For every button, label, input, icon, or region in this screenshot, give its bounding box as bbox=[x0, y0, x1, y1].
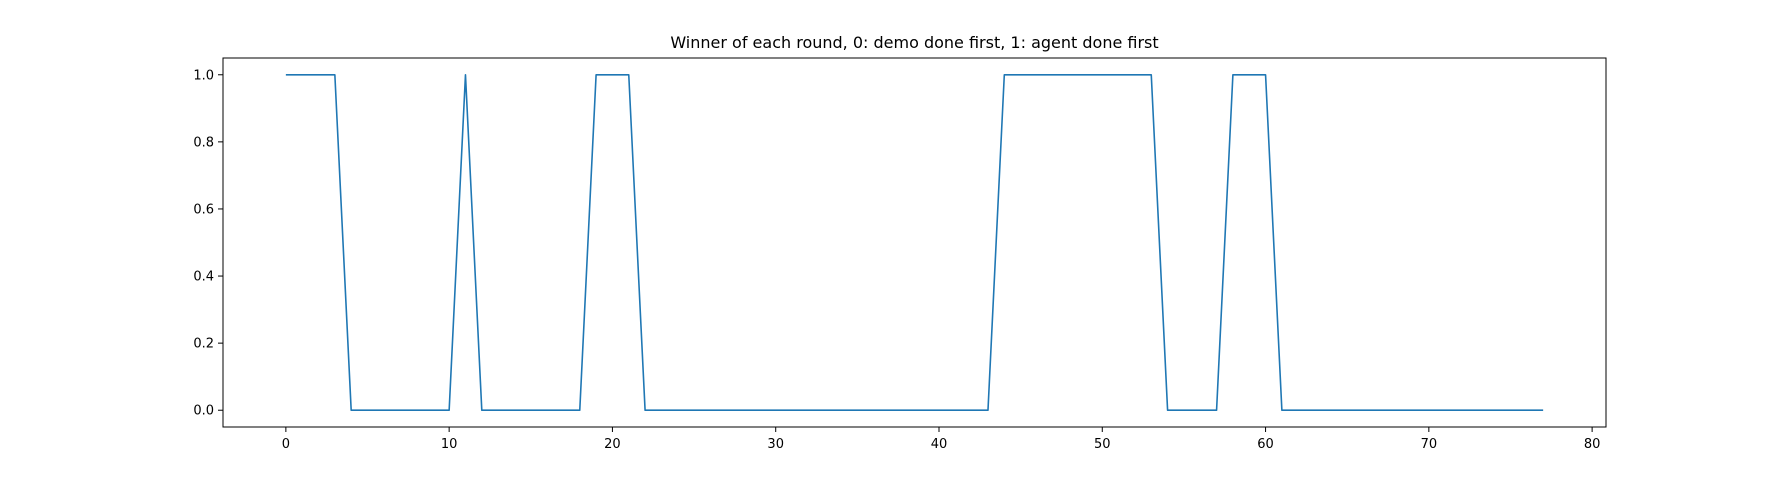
series-layer bbox=[285, 73, 1544, 412]
series-line bbox=[285, 73, 1544, 412]
y-axis-ticks: 0.0 0.2 0.4 0.6 0.8 1.0 bbox=[193, 68, 223, 419]
x-tick-label: 30 bbox=[767, 437, 784, 452]
x-tick-label: 80 bbox=[1584, 437, 1601, 452]
y-tick-label: 0.6 bbox=[193, 202, 214, 217]
x-tick-label: 40 bbox=[931, 437, 948, 452]
x-tick-label: 0 bbox=[282, 437, 290, 452]
x-tick-label: 50 bbox=[1094, 437, 1111, 452]
y-tick-label: 0.8 bbox=[193, 135, 214, 150]
y-tick-label: 0.0 bbox=[193, 404, 214, 419]
x-tick-label: 60 bbox=[1257, 437, 1274, 452]
x-tick-label: 10 bbox=[441, 437, 458, 452]
x-tick-label: 20 bbox=[604, 437, 621, 452]
y-tick-label: 0.4 bbox=[193, 270, 214, 285]
axes-frame bbox=[222, 57, 1607, 428]
y-tick-label: 0.2 bbox=[193, 337, 214, 352]
chart-title: Winner of each round, 0: demo done first… bbox=[670, 33, 1158, 52]
x-tick-label: 70 bbox=[1421, 437, 1438, 452]
y-tick-label: 1.0 bbox=[193, 68, 214, 83]
x-axis-ticks: 0 10 20 30 40 50 60 70 80 bbox=[282, 427, 1601, 452]
